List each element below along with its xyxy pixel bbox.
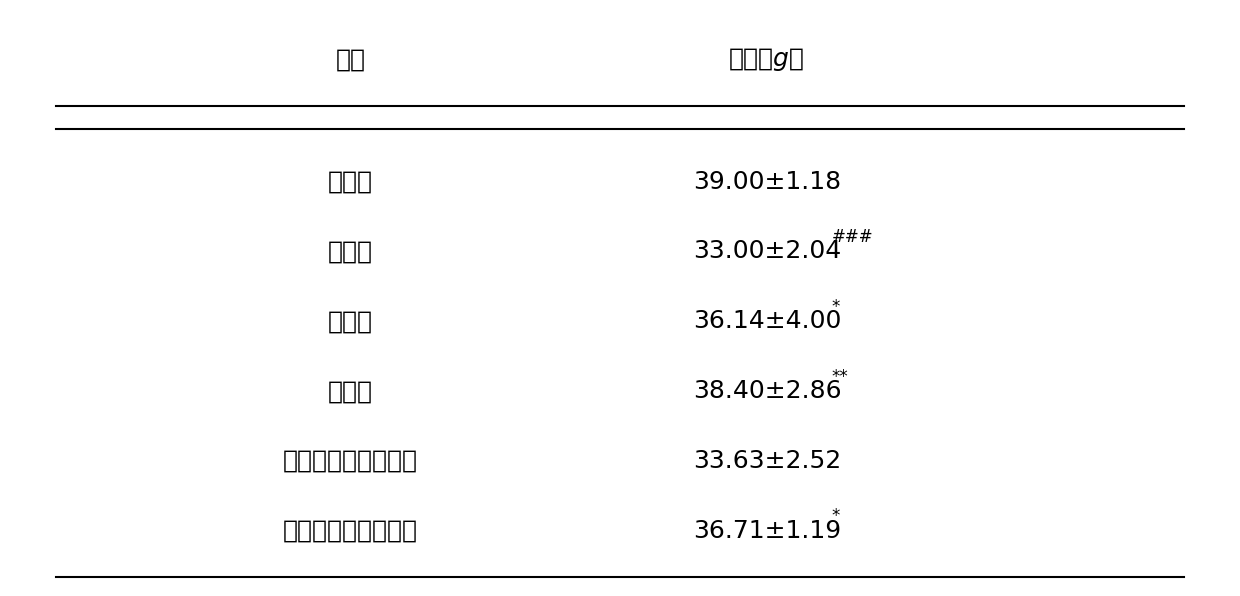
Text: 36.71±1.19: 36.71±1.19 [693, 519, 841, 543]
Text: 毛蕊异黄酮高剂量组: 毛蕊异黄酮高剂量组 [283, 519, 418, 543]
Text: 36.14±4.00: 36.14±4.00 [693, 309, 841, 333]
Text: 组别: 组别 [335, 47, 366, 72]
Text: 33.63±2.52: 33.63±2.52 [693, 449, 841, 473]
Text: 汤剂组: 汤剂组 [327, 379, 373, 403]
Text: 正常组: 正常组 [327, 170, 373, 194]
Text: 33.00±2.04: 33.00±2.04 [693, 240, 841, 263]
Text: 体重（g）: 体重（g） [729, 47, 805, 72]
Text: *: * [832, 298, 839, 316]
Text: *: * [832, 507, 839, 525]
Text: 模型组: 模型组 [327, 240, 373, 263]
Text: ###: ### [832, 228, 873, 246]
Text: **: ** [832, 368, 848, 386]
Text: 39.00±1.18: 39.00±1.18 [693, 170, 841, 194]
Text: 38.40±2.86: 38.40±2.86 [693, 379, 842, 403]
Text: 阳性组: 阳性组 [327, 309, 373, 333]
Text: 毛蕊异黄酮低剂量组: 毛蕊异黄酮低剂量组 [283, 449, 418, 473]
